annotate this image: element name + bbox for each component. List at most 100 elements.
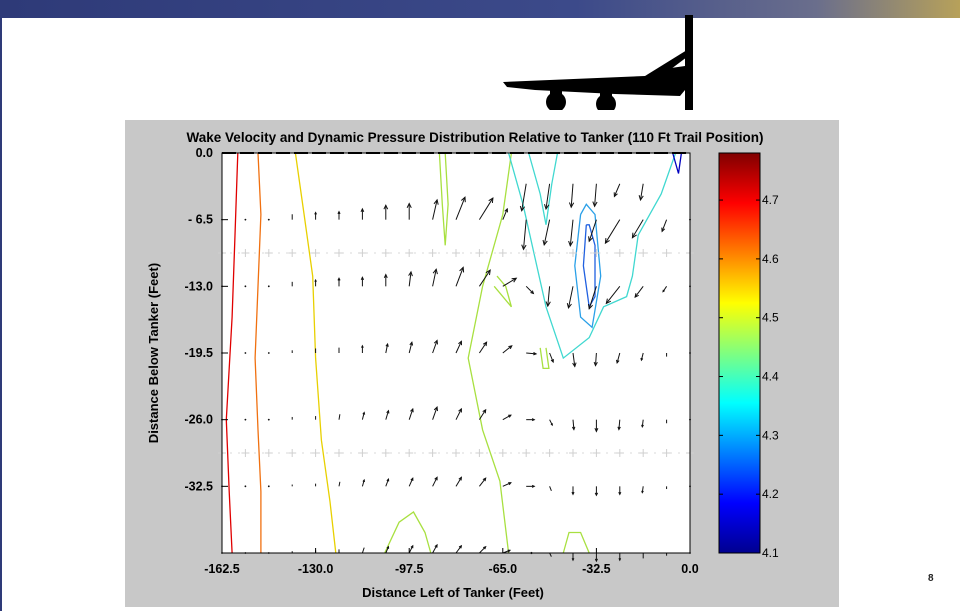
velocity-arrow bbox=[618, 486, 622, 496]
velocity-arrow bbox=[526, 351, 538, 356]
velocity-arrow bbox=[360, 207, 365, 220]
contour-line-4.45 bbox=[438, 152, 449, 246]
velocity-arrow bbox=[432, 543, 438, 554]
velocity-arrow bbox=[385, 409, 390, 420]
grid-cross bbox=[545, 249, 554, 257]
velocity-arrow bbox=[338, 481, 341, 487]
grid-cross bbox=[615, 449, 624, 457]
velocity-arrow bbox=[314, 211, 317, 220]
velocity-arrow bbox=[385, 478, 390, 487]
chart-title: Wake Velocity and Dynamic Pressure Distr… bbox=[187, 130, 764, 145]
contour-chart: Wake Velocity and Dynamic Pressure Distr… bbox=[146, 130, 779, 600]
x-tick-label: -162.5 bbox=[204, 562, 239, 576]
contour-line-4.2 bbox=[582, 224, 596, 309]
velocity-arrow bbox=[549, 352, 554, 364]
velocity-arrow bbox=[641, 486, 644, 494]
grid-cross bbox=[311, 449, 320, 457]
y-tick-label: -13.0 bbox=[185, 279, 214, 293]
grid-cross bbox=[639, 249, 648, 257]
velocity-arrow bbox=[267, 352, 270, 354]
contour-line-4.45 bbox=[384, 511, 432, 554]
y-tick-label: -19.5 bbox=[185, 346, 214, 360]
velocity-arrow bbox=[383, 273, 388, 287]
contour-line-4.45 bbox=[539, 347, 550, 370]
grid-cross bbox=[405, 449, 414, 457]
velocity-arrow bbox=[502, 482, 512, 487]
y-tick-label: -26.0 bbox=[185, 413, 214, 427]
velocity-arrow bbox=[244, 485, 247, 488]
velocity-arrow bbox=[361, 547, 365, 554]
velocity-arrow bbox=[432, 198, 439, 220]
grid-cross bbox=[428, 449, 437, 457]
velocity-arrow bbox=[572, 352, 577, 368]
grid-cross bbox=[592, 249, 601, 257]
x-tick-label: -97.5 bbox=[395, 562, 424, 576]
velocity-arrow bbox=[361, 478, 365, 487]
grid-cross bbox=[475, 249, 484, 257]
velocity-arrow bbox=[361, 411, 366, 420]
velocity-arrow bbox=[455, 266, 465, 287]
velocity-arrow bbox=[604, 219, 621, 245]
contour-line-4.75 bbox=[225, 152, 239, 554]
velocity-arrow bbox=[479, 545, 487, 554]
velocity-arrow bbox=[588, 286, 597, 310]
contour-line-4.15 bbox=[672, 152, 683, 174]
velocity-arrow bbox=[661, 219, 668, 233]
grid-cross bbox=[662, 449, 671, 457]
velocity-arrow bbox=[337, 210, 341, 220]
velocity-arrow bbox=[592, 183, 598, 208]
velocity-arrow bbox=[568, 219, 574, 247]
velocity-arrow bbox=[594, 486, 599, 497]
velocity-arrow bbox=[526, 418, 536, 422]
velocity-arrow bbox=[605, 286, 621, 305]
velocity-arrow bbox=[638, 183, 644, 202]
y-tick-label: -32.5 bbox=[185, 479, 214, 493]
velocity-arrow bbox=[385, 545, 390, 554]
velocity-arrow bbox=[408, 270, 413, 287]
contour-line-4.45 bbox=[493, 275, 513, 308]
grid-cross bbox=[381, 249, 390, 257]
grid-cross bbox=[241, 249, 250, 257]
contour-line-4.65 bbox=[254, 152, 262, 553]
velocity-arrow bbox=[244, 352, 247, 354]
grid-cross bbox=[545, 449, 554, 457]
velocity-arrow bbox=[478, 269, 491, 287]
velocity-arrow bbox=[568, 183, 575, 209]
velocity-arrow bbox=[571, 486, 575, 496]
velocity-arrow bbox=[549, 486, 552, 492]
velocity-arrow bbox=[542, 219, 551, 247]
velocity-arrow bbox=[408, 544, 414, 554]
grid-cross bbox=[569, 449, 577, 457]
grid-cross bbox=[452, 449, 460, 457]
velocity-arrow bbox=[338, 414, 341, 420]
velocity-arrow bbox=[406, 202, 412, 220]
velocity-arrow bbox=[549, 552, 552, 557]
velocity-arrow bbox=[408, 407, 414, 420]
grid-cross bbox=[358, 249, 367, 257]
velocity-arrow bbox=[502, 277, 518, 287]
left-rule bbox=[0, 18, 2, 611]
velocity-arrow bbox=[545, 286, 551, 308]
grid-cross bbox=[498, 249, 507, 257]
colorbar-tick-label: 4.6 bbox=[762, 252, 779, 266]
velocity-arrow bbox=[544, 183, 551, 211]
velocity-arrow bbox=[432, 476, 438, 487]
velocity-arrow bbox=[244, 285, 247, 288]
y-tick-label: 0.0 bbox=[196, 146, 213, 160]
velocity-arrow bbox=[571, 419, 576, 431]
grid-cross bbox=[615, 249, 624, 257]
grid-cross bbox=[311, 249, 320, 257]
velocity-arrow bbox=[479, 477, 487, 487]
velocity-arrow bbox=[385, 342, 389, 354]
velocity-arrow bbox=[244, 418, 247, 421]
contour-line-4.5 bbox=[294, 152, 337, 554]
grid-cross bbox=[264, 449, 273, 457]
grid-cross bbox=[592, 449, 601, 457]
grid-cross bbox=[358, 449, 367, 457]
velocity-arrow bbox=[408, 341, 414, 354]
velocity-arrow bbox=[502, 345, 513, 354]
grid-cross bbox=[428, 249, 437, 257]
colorbar-tick-label: 4.3 bbox=[762, 428, 779, 442]
velocity-arrow bbox=[314, 278, 317, 287]
velocity-arrow bbox=[432, 406, 438, 420]
